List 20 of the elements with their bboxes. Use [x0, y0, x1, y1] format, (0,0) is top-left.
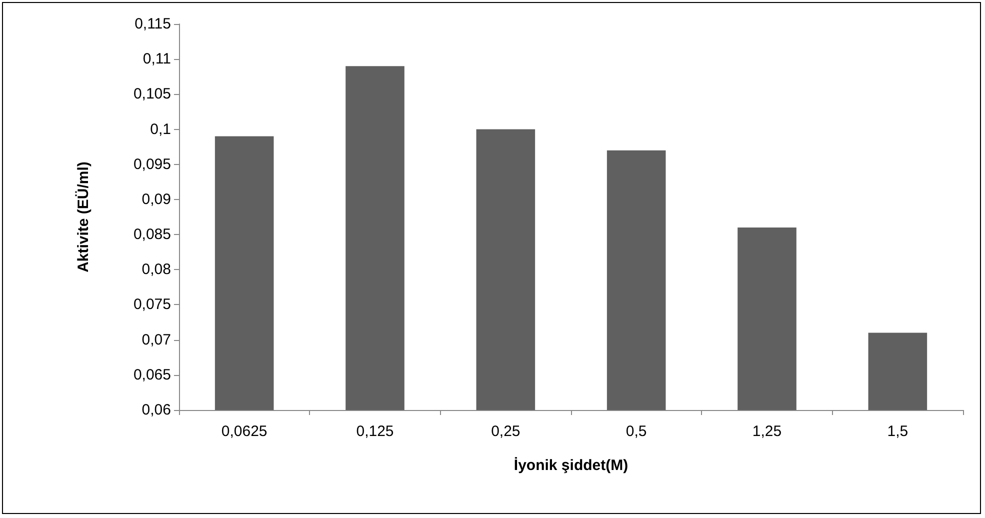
x-tick-label: 0,0625 [221, 423, 268, 440]
y-tick-label: 0,07 [142, 331, 171, 348]
x-axis-title: İyonik şiddet(M) [514, 457, 628, 474]
y-tick-label: 0,075 [133, 296, 171, 314]
x-tick-label: 1,25 [752, 423, 782, 440]
y-tick-label: 0,06 [142, 402, 171, 418]
y-tick-label: 0,085 [133, 226, 171, 244]
y-tick-label: 0,1 [150, 120, 171, 138]
x-tick-label: 0,25 [491, 423, 520, 440]
x-tick-label: 1,5 [887, 423, 908, 440]
y-tick-label: 0,065 [133, 366, 171, 384]
y-tick-label: 0,11 [142, 50, 171, 68]
x-tick-label: 0,5 [626, 423, 647, 440]
y-tick-label: 0,08 [142, 261, 171, 278]
y-tick-label: 0,09 [142, 190, 171, 208]
y-tick-label: 0,095 [133, 156, 171, 173]
y-axis-title: Aktivite (EÜ/ml) [75, 162, 92, 272]
y-tick-label: 0,105 [133, 86, 171, 103]
x-tick-label: 0,125 [356, 423, 394, 440]
y-tick-label: 0,115 [134, 16, 171, 32]
